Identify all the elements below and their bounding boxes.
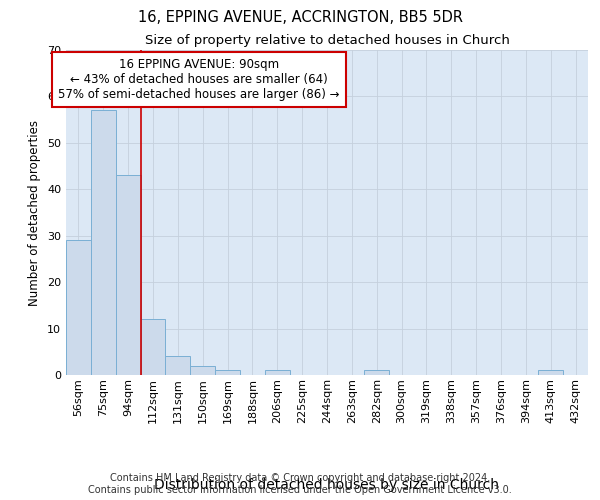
Bar (91, 110, 116, 375)
Text: 16 EPPING AVENUE: 90sqm
← 43% of detached houses are smaller (64)
57% of semi-de: 16 EPPING AVENUE: 90sqm ← 43% of detache… (58, 58, 340, 101)
Bar (215, 370, 240, 375)
X-axis label: Distribution of detached houses by size in Church: Distribution of detached houses by size … (155, 478, 499, 492)
Bar (140, 320, 166, 375)
Bar (116, 176, 140, 375)
Bar (166, 356, 190, 375)
Bar (538, 370, 563, 375)
Text: 16, EPPING AVENUE, ACCRINGTON, BB5 5DR: 16, EPPING AVENUE, ACCRINGTON, BB5 5DR (137, 10, 463, 25)
Bar (66, 240, 91, 375)
Bar (265, 370, 290, 375)
Y-axis label: Number of detached properties: Number of detached properties (28, 120, 41, 306)
Bar (190, 366, 215, 375)
Bar (364, 370, 389, 375)
Text: Contains HM Land Registry data © Crown copyright and database right 2024.
Contai: Contains HM Land Registry data © Crown c… (88, 474, 512, 495)
Title: Size of property relative to detached houses in Church: Size of property relative to detached ho… (145, 34, 509, 48)
